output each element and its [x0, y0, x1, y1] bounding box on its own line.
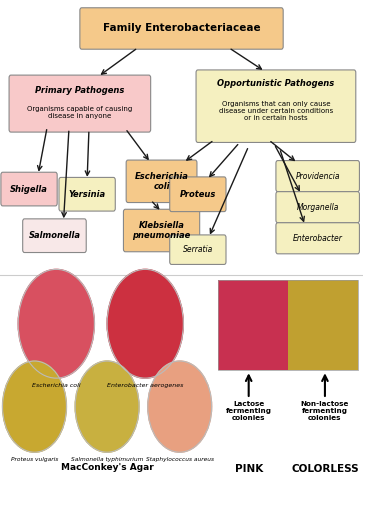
Circle shape [148, 361, 212, 452]
Bar [218, 280, 357, 370]
Text: Non-lactose
fermenting
colonies: Non-lactose fermenting colonies [301, 401, 349, 422]
Text: Lactose
fermenting
colonies: Lactose fermenting colonies [226, 401, 272, 422]
FancyBboxPatch shape [276, 223, 359, 254]
Text: Opportunistic Pathogens: Opportunistic Pathogens [217, 79, 335, 89]
Text: Proteus: Proteus [180, 190, 216, 199]
Text: Organisms that can only cause
disease under certain conditions
or in certain hos: Organisms that can only cause disease un… [219, 102, 333, 121]
Text: Providencia: Providencia [295, 171, 340, 181]
Text: Primary Pathogens: Primary Pathogens [35, 86, 124, 95]
Circle shape [18, 269, 94, 378]
FancyBboxPatch shape [1, 172, 57, 206]
Text: Organisms capable of causing
disease in anyone: Organisms capable of causing disease in … [27, 106, 132, 120]
FancyBboxPatch shape [23, 219, 86, 253]
Bar [287, 280, 357, 370]
Text: Yersinia: Yersinia [69, 190, 106, 199]
Text: Serratia: Serratia [183, 245, 213, 254]
FancyBboxPatch shape [276, 192, 359, 223]
FancyBboxPatch shape [170, 235, 226, 265]
Text: Family Enterobacteriaceae: Family Enterobacteriaceae [103, 23, 260, 34]
Text: Salmonella: Salmonella [29, 231, 80, 240]
Text: Staphylococcus aureus: Staphylococcus aureus [146, 457, 214, 463]
Bar [218, 280, 287, 370]
FancyBboxPatch shape [9, 75, 151, 132]
Text: Proteus vulgaris: Proteus vulgaris [11, 457, 58, 463]
Text: COLORLESS: COLORLESS [291, 464, 359, 473]
Text: PINK: PINK [235, 464, 263, 473]
FancyBboxPatch shape [276, 161, 359, 192]
FancyBboxPatch shape [196, 70, 356, 142]
Text: Morganella: Morganella [297, 203, 339, 212]
Text: Shigella: Shigella [10, 184, 48, 194]
Circle shape [3, 361, 66, 452]
FancyBboxPatch shape [80, 8, 283, 49]
Text: Enterobacter: Enterobacter [293, 234, 343, 243]
Text: Salmonella typhimurium: Salmonella typhimurium [71, 457, 143, 463]
Text: Escherichia
coli: Escherichia coli [135, 171, 189, 191]
Text: Klebsiella
pneumoniae: Klebsiella pneumoniae [132, 221, 191, 240]
Text: MacConkey's Agar: MacConkey's Agar [61, 463, 153, 472]
FancyBboxPatch shape [126, 160, 197, 203]
Text: Enterobacter aerogenes: Enterobacter aerogenes [107, 383, 184, 388]
Circle shape [75, 361, 139, 452]
Text: Escherichia coli: Escherichia coli [32, 383, 81, 388]
FancyBboxPatch shape [59, 178, 115, 211]
Circle shape [107, 269, 184, 378]
FancyBboxPatch shape [170, 177, 226, 212]
Bar [218, 280, 357, 370]
FancyBboxPatch shape [123, 209, 200, 252]
